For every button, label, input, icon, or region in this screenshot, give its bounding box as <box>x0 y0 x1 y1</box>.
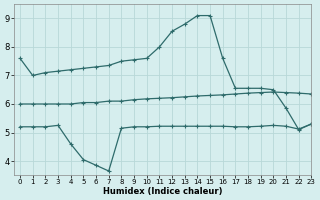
X-axis label: Humidex (Indice chaleur): Humidex (Indice chaleur) <box>103 187 222 196</box>
